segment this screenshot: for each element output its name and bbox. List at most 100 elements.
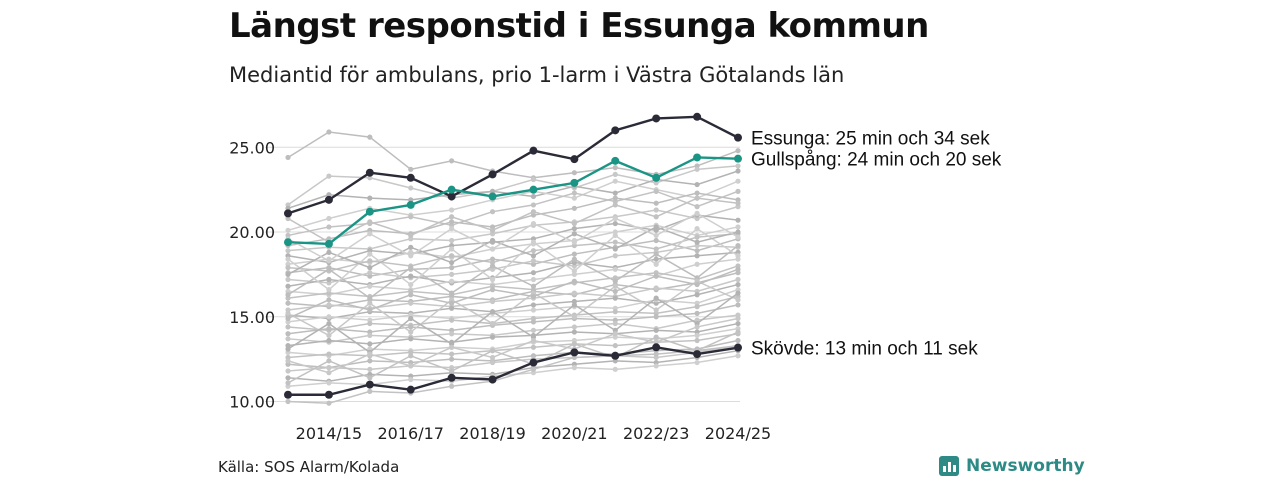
background-series-point bbox=[367, 366, 373, 372]
background-series-line bbox=[287, 295, 739, 332]
skvde-point bbox=[529, 358, 538, 367]
background-series-point bbox=[571, 354, 577, 361]
background-series-point bbox=[612, 309, 618, 315]
background-series-point bbox=[694, 195, 700, 201]
background-series-point bbox=[489, 188, 496, 194]
background-series-point bbox=[326, 365, 332, 371]
background-series-point bbox=[653, 224, 659, 230]
background-series-point bbox=[285, 368, 291, 374]
gullspng-point bbox=[611, 156, 620, 165]
background-series-point bbox=[571, 268, 577, 274]
background-series-line bbox=[287, 205, 739, 252]
background-series-point bbox=[326, 192, 332, 198]
background-series-point bbox=[694, 310, 700, 316]
background-series-point bbox=[326, 173, 332, 179]
background-series-point bbox=[489, 359, 496, 366]
background-series-point bbox=[735, 224, 741, 230]
background-series-point bbox=[571, 290, 577, 296]
background-series-line bbox=[287, 292, 739, 354]
background-series-point bbox=[653, 207, 659, 213]
background-series-point bbox=[735, 276, 741, 283]
background-series-point bbox=[367, 295, 373, 301]
background-series-point bbox=[408, 185, 414, 191]
background-series-point bbox=[326, 297, 332, 303]
background-series-point bbox=[735, 200, 741, 206]
background-series-point bbox=[694, 359, 700, 366]
background-series-point bbox=[735, 297, 741, 303]
background-series-point bbox=[530, 276, 537, 283]
background-series-point bbox=[735, 337, 741, 344]
y-tick-label: 10.00 bbox=[229, 393, 275, 412]
background-series-point bbox=[489, 246, 496, 252]
background-series-point bbox=[612, 246, 618, 252]
background-series-point bbox=[408, 353, 414, 359]
background-series-point bbox=[735, 315, 741, 322]
background-series-point bbox=[285, 292, 291, 298]
background-series-point bbox=[735, 234, 741, 240]
background-series-point bbox=[326, 332, 332, 339]
skvde-point bbox=[611, 351, 620, 360]
gullspng-point bbox=[406, 200, 415, 209]
background-series-point bbox=[326, 224, 332, 230]
background-series-point bbox=[653, 273, 659, 279]
background-series-point bbox=[326, 358, 332, 364]
skvde-point bbox=[693, 350, 702, 359]
background-series-point bbox=[694, 166, 700, 172]
background-series-point bbox=[285, 276, 291, 283]
background-series-point bbox=[530, 283, 537, 289]
gullspng-point bbox=[570, 178, 579, 187]
background-series-point bbox=[612, 320, 618, 327]
highlight-series bbox=[284, 112, 742, 399]
background-series-point bbox=[408, 329, 414, 335]
background-series-point bbox=[612, 232, 618, 239]
background-series-line bbox=[287, 331, 739, 384]
skvde-point bbox=[447, 373, 456, 382]
background-series-point bbox=[326, 266, 332, 272]
background-series-point bbox=[489, 348, 496, 354]
background-series-line bbox=[287, 344, 739, 404]
gullspng-point bbox=[693, 153, 702, 162]
essunga-point bbox=[447, 192, 456, 201]
background-series-point bbox=[367, 195, 373, 201]
background-series-point bbox=[735, 217, 741, 223]
background-series-line bbox=[287, 180, 739, 232]
background-series-point bbox=[326, 249, 332, 255]
background-series-point bbox=[694, 292, 700, 298]
background-series-point bbox=[367, 283, 373, 289]
chart-subtitle: Mediantid för ambulans, prio 1-larm i Vä… bbox=[229, 63, 845, 87]
background-series-line bbox=[287, 344, 739, 372]
newsworthy-logo-icon bbox=[939, 456, 959, 476]
background-series-point bbox=[735, 320, 741, 327]
background-series-point bbox=[489, 309, 496, 315]
background-series-point bbox=[530, 293, 537, 300]
background-series-point bbox=[326, 370, 332, 376]
gullspng-point bbox=[488, 192, 497, 201]
background-series-point bbox=[285, 310, 291, 316]
newsworthy-logo: Newsworthy bbox=[939, 456, 1085, 476]
background-series-point bbox=[449, 290, 455, 296]
essunga-annotation: Essunga: 25 min och 34 sek bbox=[751, 129, 990, 150]
background-series-point bbox=[530, 253, 537, 259]
background-series-point bbox=[489, 227, 496, 233]
background-series-point bbox=[653, 363, 659, 369]
background-series-point bbox=[408, 324, 414, 330]
background-series-point bbox=[694, 281, 700, 288]
background-series-line bbox=[287, 288, 739, 323]
background-series-point bbox=[367, 332, 373, 339]
background-series-point bbox=[285, 248, 291, 254]
background-series-point bbox=[571, 205, 577, 211]
background-series-point bbox=[285, 375, 291, 381]
background-series-point bbox=[489, 209, 496, 215]
background-series-point bbox=[735, 353, 741, 359]
background-series-point bbox=[326, 314, 332, 320]
background-series-point bbox=[612, 202, 618, 208]
background-series-point bbox=[449, 259, 455, 266]
background-series-point bbox=[367, 175, 373, 181]
background-series-point bbox=[694, 226, 700, 232]
skvde-line bbox=[288, 346, 739, 396]
background-series-point bbox=[530, 327, 537, 333]
background-series-point bbox=[653, 232, 659, 239]
background-series-line bbox=[287, 226, 739, 276]
background-series-point bbox=[571, 302, 577, 308]
background-series-point bbox=[571, 170, 577, 176]
